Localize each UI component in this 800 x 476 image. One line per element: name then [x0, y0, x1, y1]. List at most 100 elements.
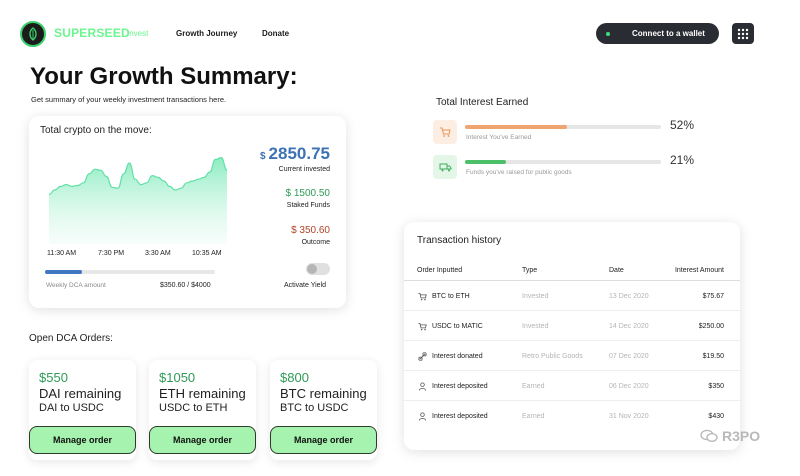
wechat-icon [700, 429, 718, 442]
cart-icon [433, 120, 457, 144]
outcome-value: $ 350.60 [291, 225, 330, 236]
interest-title: Total Interest Earned [436, 97, 529, 108]
interest-percent: 52% [670, 118, 695, 132]
staked-funds-value: $ 1500.50 [285, 188, 331, 199]
transaction-history-title: Transaction history [417, 235, 502, 246]
crypto-chart [48, 156, 228, 244]
currency-symbol: $ [259, 151, 266, 162]
manage-order-button[interactable]: Manage order [270, 426, 377, 454]
order-cell: Interest deposited [432, 383, 488, 390]
page-subtitle: Get summary of your weekly investment tr… [31, 95, 227, 104]
dca-order-card: $550 DAI remaining DAI to USDC Manage or… [29, 360, 136, 460]
manage-order-button[interactable]: Manage order [29, 426, 136, 454]
date-cell: 07 Dec 2020 [609, 353, 649, 360]
order-pair: DAI to USDC [39, 402, 104, 414]
type-cell: Invested [522, 293, 549, 300]
logo-icon[interactable] [20, 21, 46, 47]
current-invested-label: Current invested [278, 166, 330, 173]
order-amount: $550 [39, 370, 68, 385]
toggle-knob [307, 264, 317, 274]
page-title: Your Growth Summary: [30, 63, 298, 90]
link-icon [418, 352, 427, 361]
interest-progress-fill [465, 125, 567, 129]
chart-tick-label: 7:30 PM [98, 250, 125, 257]
outcome-label: Outcome [301, 239, 330, 246]
type-cell: Retro Public Goods [522, 353, 583, 360]
type-cell: Invested [522, 323, 549, 330]
amount-cell: $350 [708, 383, 724, 390]
chart-tick-label: 11:30 AM [47, 250, 77, 257]
amount-cell: $75.67 [702, 293, 724, 300]
date-cell: 13 Dec 2020 [609, 293, 649, 300]
table-row[interactable]: Interest deposited Earned 06 Dec 2020 $3… [404, 370, 740, 400]
column-header-type: Type [522, 267, 538, 274]
yield-toggle[interactable] [306, 263, 330, 275]
table-row[interactable]: BTC to ETH Invested 13 Dec 2020 $75.67 [404, 280, 740, 310]
chart-tick-label: 10:35 AM [192, 250, 222, 257]
chart-tick-label: 3:30 AM [145, 250, 171, 257]
dca-progress-bar [45, 270, 215, 274]
column-header-order: Order Inputted [417, 267, 463, 274]
grid-icon [737, 28, 749, 39]
yield-toggle-label: Activate Yield [284, 282, 327, 289]
date-cell: 14 Dec 2020 [609, 323, 649, 330]
nav-growth-journey[interactable]: Growth Journey [176, 29, 238, 38]
user-icon [418, 412, 427, 421]
order-remaining: DAI remaining [39, 386, 122, 401]
order-remaining: BTC remaining [280, 386, 367, 401]
current-invested-amount: $2850.75 [260, 144, 330, 164]
truck-icon [433, 155, 457, 179]
interest-label: Interest You've Earned [466, 134, 532, 141]
interest-progress-bar [465, 125, 661, 129]
cart-icon [418, 322, 427, 331]
public-goods-row: Funds you've raised for public goods 21% [433, 153, 733, 185]
watermark-text: R3PO [722, 428, 761, 444]
brand-name: SUPERSEED [54, 26, 130, 40]
interest-label: Funds you've raised for public goods [466, 169, 572, 176]
order-cell: Interest donated [432, 353, 483, 360]
transaction-history-card: Transaction history Order Inputted Type … [404, 222, 740, 450]
date-cell: 06 Dec 2020 [609, 383, 649, 390]
order-cell: BTC to ETH [432, 293, 470, 300]
connect-wallet-label: Connect to a wallet [632, 29, 705, 38]
interest-progress-fill [465, 160, 507, 164]
column-header-date: Date [609, 267, 624, 274]
amount-cell: $430 [708, 413, 724, 420]
type-cell: Earned [522, 413, 545, 420]
nav-invest[interactable]: Invest [127, 29, 149, 38]
table-row[interactable]: USDC to MATIC Invested 14 Dec 2020 $250.… [404, 310, 740, 340]
date-cell: 31 Nov 2020 [609, 413, 649, 420]
current-invested-value: 2850.75 [268, 144, 330, 163]
column-header-amount: Interest Amount [674, 267, 724, 274]
crypto-card-title: Total crypto on the move: [40, 125, 152, 136]
cart-icon [418, 292, 427, 301]
amount-cell: $19.50 [702, 353, 724, 360]
order-cell: Interest deposited [432, 413, 488, 420]
connect-wallet-button[interactable]: Connect to a wallet [596, 23, 719, 44]
dca-label: Weekly DCA amount [46, 282, 106, 289]
watermark: R3PO [700, 428, 760, 444]
status-dot-icon [606, 31, 610, 36]
dca-orders-title: Open DCA Orders: [29, 333, 113, 344]
staked-funds-label: Staked Funds [286, 202, 330, 209]
order-amount: $800 [280, 370, 309, 385]
dca-order-card: $800 BTC remaining BTC to USDC Manage or… [270, 360, 377, 460]
interest-percent: 21% [670, 153, 695, 167]
dca-value: $350.60 / $4000 [160, 282, 211, 289]
order-pair: BTC to USDC [280, 402, 349, 414]
order-pair: USDC to ETH [159, 402, 228, 414]
interest-progress-bar [465, 160, 661, 164]
crypto-summary-card: Total crypto on the move: 11:30 AM 7:30 … [29, 116, 346, 308]
manage-order-button[interactable]: Manage order [149, 426, 256, 454]
table-row[interactable]: Interest donated Retro Public Goods 07 D… [404, 340, 740, 370]
order-cell: USDC to MATIC [432, 323, 483, 330]
order-remaining: ETH remaining [159, 386, 246, 401]
table-row[interactable]: Interest deposited Earned 31 Nov 2020 $4… [404, 400, 740, 430]
dca-order-card: $1050 ETH remaining USDC to ETH Manage o… [149, 360, 256, 460]
apps-menu-button[interactable] [732, 23, 754, 44]
user-icon [418, 382, 427, 391]
interest-earned-row: Interest You've Earned 52% [433, 118, 733, 150]
chart-area [49, 157, 227, 244]
nav-donate[interactable]: Donate [262, 29, 290, 38]
chart-line [48, 156, 228, 196]
